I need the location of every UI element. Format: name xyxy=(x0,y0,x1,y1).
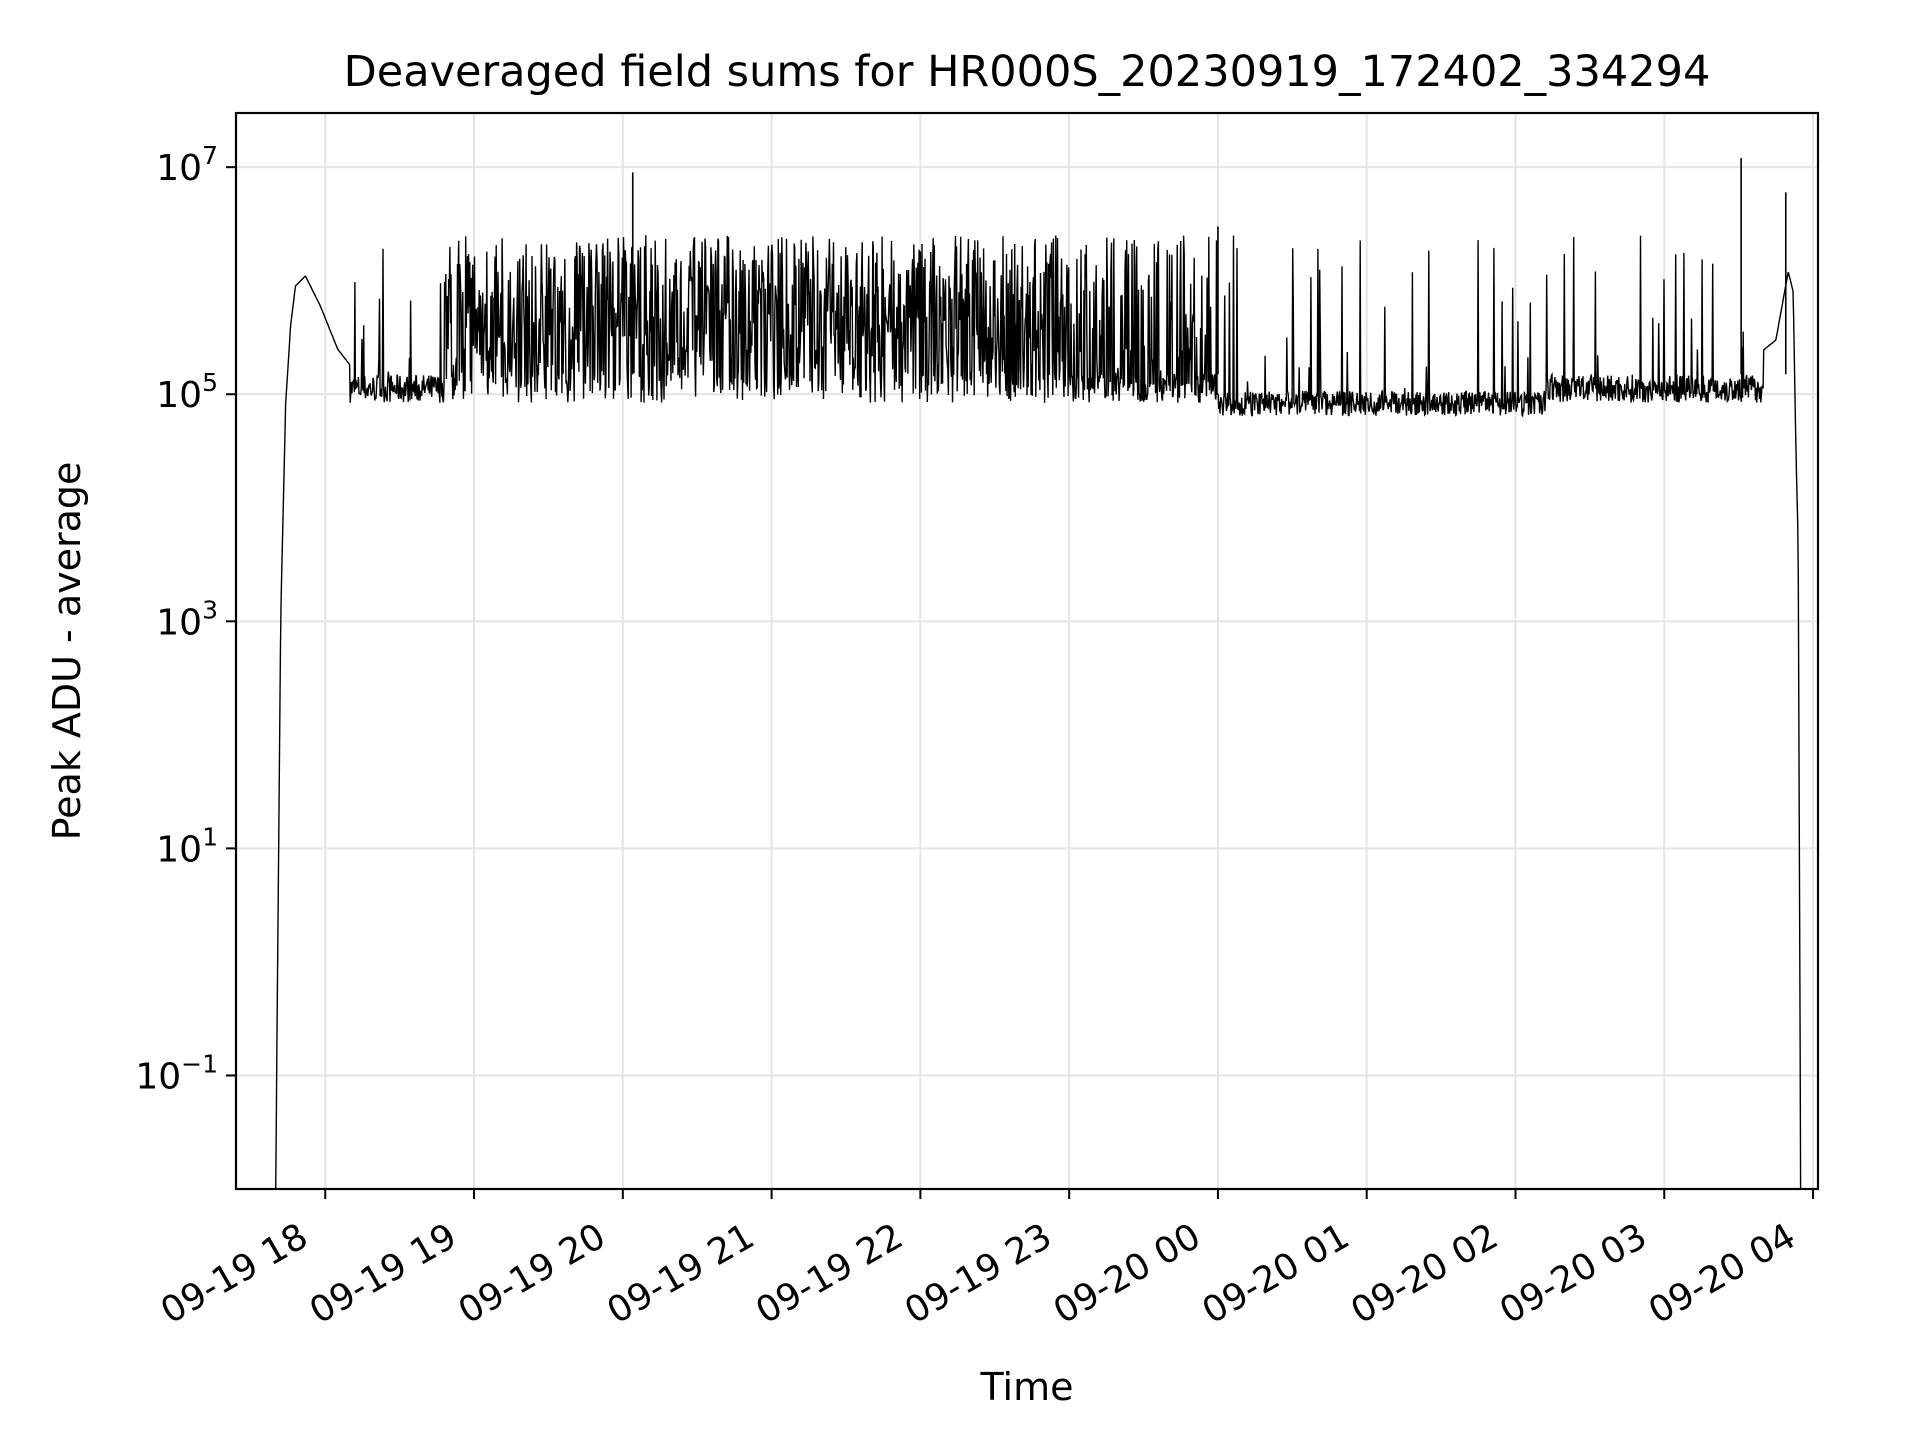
y-tick-label: 105 xyxy=(156,368,218,416)
plot-area xyxy=(234,111,1820,1191)
y-tick-base: 10 xyxy=(156,829,202,870)
y-tick-label: 101 xyxy=(156,822,218,870)
y-tick-exponent: 1 xyxy=(202,822,218,851)
y-tick-base: 10 xyxy=(135,1056,181,1097)
y-tick-base: 10 xyxy=(156,148,202,189)
y-tick-label: 10−1 xyxy=(135,1049,218,1097)
y-tick-exponent: −1 xyxy=(181,1049,218,1078)
y-tick-base: 10 xyxy=(156,375,202,416)
chart-title: Deaveraged field sums for HR000S_2023091… xyxy=(344,47,1711,97)
y-tick-base: 10 xyxy=(156,602,202,643)
y-tick-exponent: 5 xyxy=(202,368,218,397)
y-tick-label: 107 xyxy=(156,141,218,189)
y-axis-label: Peak ADU - average xyxy=(45,462,89,841)
y-tick-exponent: 3 xyxy=(202,595,218,624)
y-tick-exponent: 7 xyxy=(202,141,218,170)
series xyxy=(275,158,1802,1189)
series-line xyxy=(275,235,1802,1189)
y-tick-label: 103 xyxy=(156,595,218,643)
x-axis-label: Time xyxy=(980,1365,1074,1409)
